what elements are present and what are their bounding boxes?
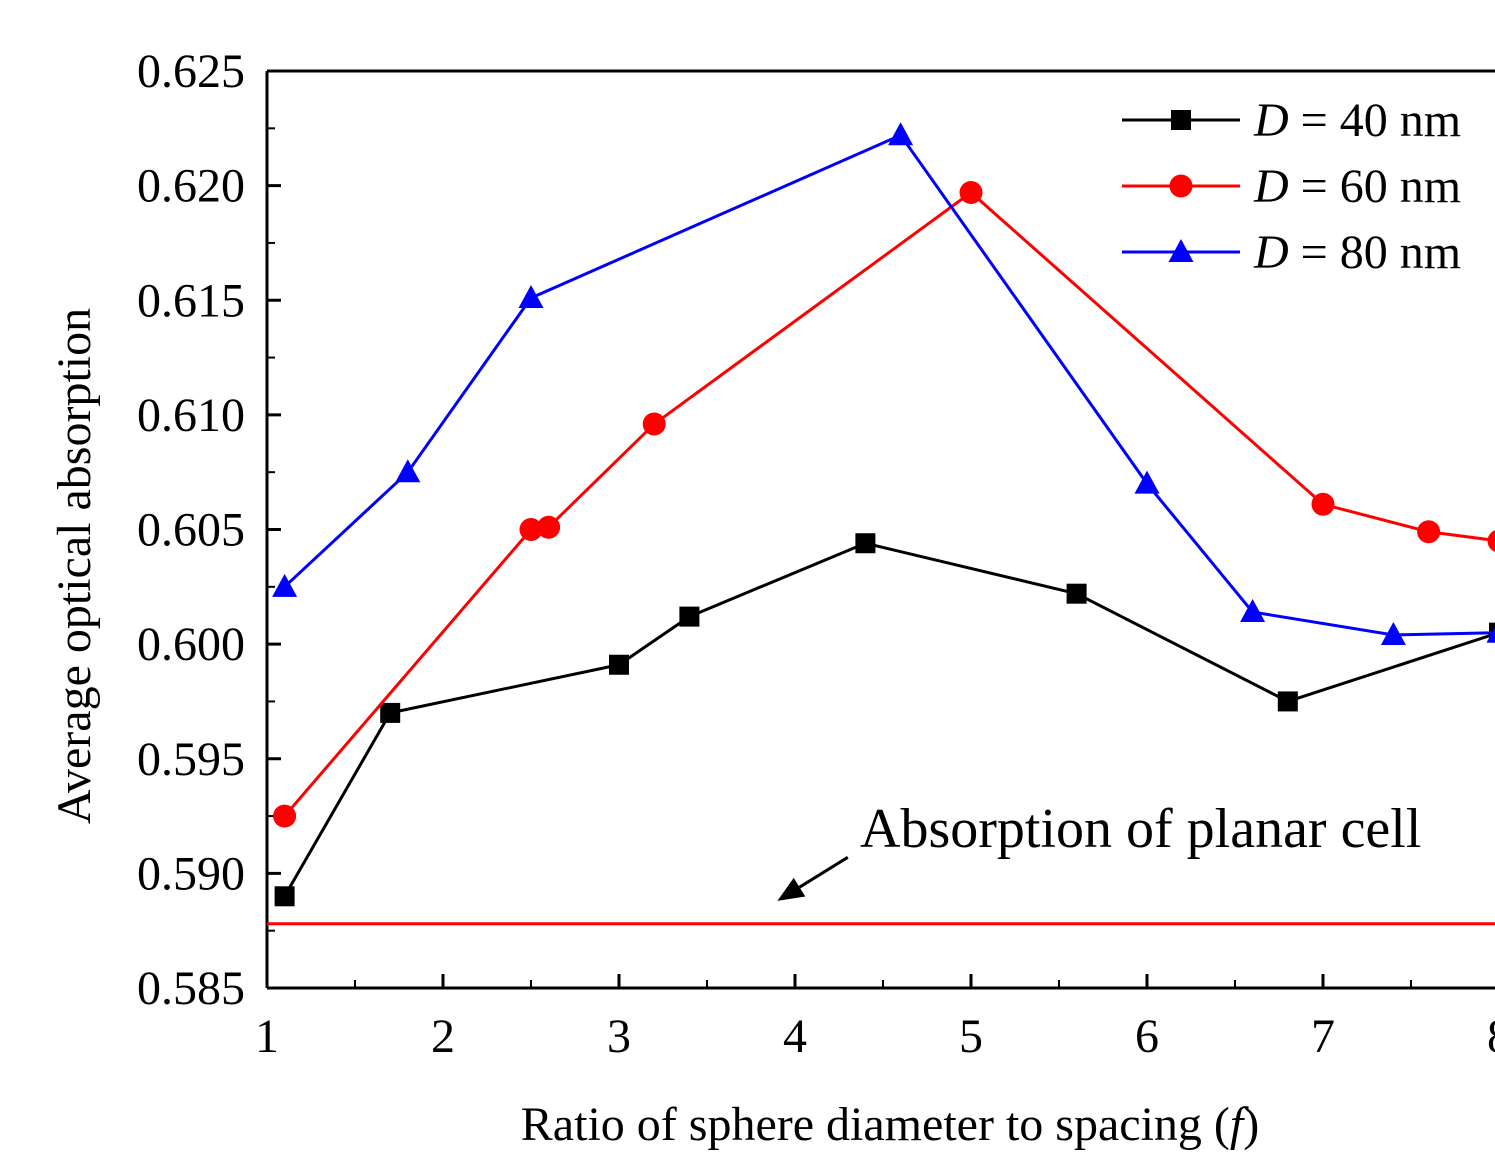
data-point [642, 412, 666, 436]
legend-label: D = 60 nm [1253, 160, 1461, 213]
legend-label-variable: D [1253, 94, 1289, 147]
data-point [273, 804, 297, 828]
axis-ticks: 1 2 3 4 5 6 7 8 0.585 0.590 0.595 0.600 0.605 0.610 0.… [137, 45, 1495, 1063]
y-tick-label: 0.600 [137, 618, 245, 671]
x-tick-label: 2 [431, 1010, 455, 1063]
x-axis-title-end: ) [1243, 1098, 1259, 1151]
data-point [519, 518, 543, 541]
legend-label-value: = 60 nm [1289, 160, 1461, 213]
y-tick-label: 0.615 [137, 274, 245, 327]
legend-marker [1168, 239, 1194, 262]
data-point [679, 606, 700, 627]
series-2 [273, 181, 1495, 828]
legend-item-1: D = 40 nm [1122, 94, 1461, 147]
data-point [1417, 520, 1441, 544]
data-point [272, 573, 298, 597]
legend-item-3: D = 80 nm [1122, 226, 1461, 279]
legend-label: D = 40 nm [1253, 94, 1461, 147]
y-axis-title: Average optical absorption [48, 308, 101, 824]
data-point [1066, 583, 1087, 604]
series-line [283, 541, 1495, 898]
data-point [1240, 599, 1266, 623]
data-point [1311, 492, 1335, 516]
x-tick-label: 8 [1487, 1010, 1495, 1063]
y-tick-label: 0.605 [137, 504, 245, 557]
y-tick-label: 0.625 [137, 45, 245, 98]
x-tick-label: 4 [783, 1010, 807, 1063]
data-point [518, 284, 544, 308]
x-tick-label: 6 [1135, 1010, 1159, 1063]
x-axis-title-main: Ratio of sphere diameter to spacing ( [521, 1098, 1230, 1151]
annotation-text: Absorption of planar cell [860, 798, 1421, 860]
data-point [609, 654, 629, 675]
x-tick-label: 1 [255, 1010, 279, 1063]
data-point [1486, 627, 1495, 643]
x-tick-label: 5 [959, 1010, 983, 1063]
legend-label: D = 80 nm [1253, 226, 1461, 279]
data-point [380, 702, 401, 723]
legend-label-value: = 80 nm [1289, 226, 1461, 279]
legend-label-variable: D [1253, 226, 1289, 279]
data-point [1134, 470, 1160, 494]
y-tick-label: 0.595 [137, 733, 245, 786]
data-point [395, 459, 421, 483]
legend-marker [1171, 110, 1191, 130]
y-tick-label: 0.590 [137, 847, 245, 900]
x-axis-title: Ratio of sphere diameter to spacing (f) [521, 1098, 1259, 1151]
series-3 [272, 122, 1495, 645]
y-tick-label: 0.610 [137, 389, 245, 442]
data-point [537, 515, 561, 539]
data-point [1380, 621, 1406, 645]
legend-marker [1169, 174, 1193, 198]
annotation-arrow-head [777, 877, 806, 901]
y-tick-label: 0.620 [137, 160, 245, 213]
data-point [959, 181, 983, 205]
series-line [283, 133, 1495, 637]
annotation-arrow-shaft [798, 856, 849, 889]
annotation: Absorption of planar cell [777, 798, 1421, 901]
y-tick-label: 0.585 [137, 962, 245, 1015]
x-tick-label: 3 [607, 1010, 631, 1063]
legend-label-value: = 40 nm [1289, 94, 1461, 147]
data-point [1277, 691, 1298, 712]
legend-item-2: D = 60 nm [1122, 160, 1461, 213]
data-point [1487, 530, 1495, 552]
legend: D = 40 nmD = 60 nmD = 80 nm [1122, 94, 1461, 279]
data-point [888, 122, 914, 146]
data-point [855, 533, 876, 554]
x-tick-label: 7 [1311, 1010, 1335, 1063]
data-point [274, 886, 295, 907]
series-layer [272, 122, 1495, 907]
legend-label-variable: D [1253, 160, 1289, 213]
